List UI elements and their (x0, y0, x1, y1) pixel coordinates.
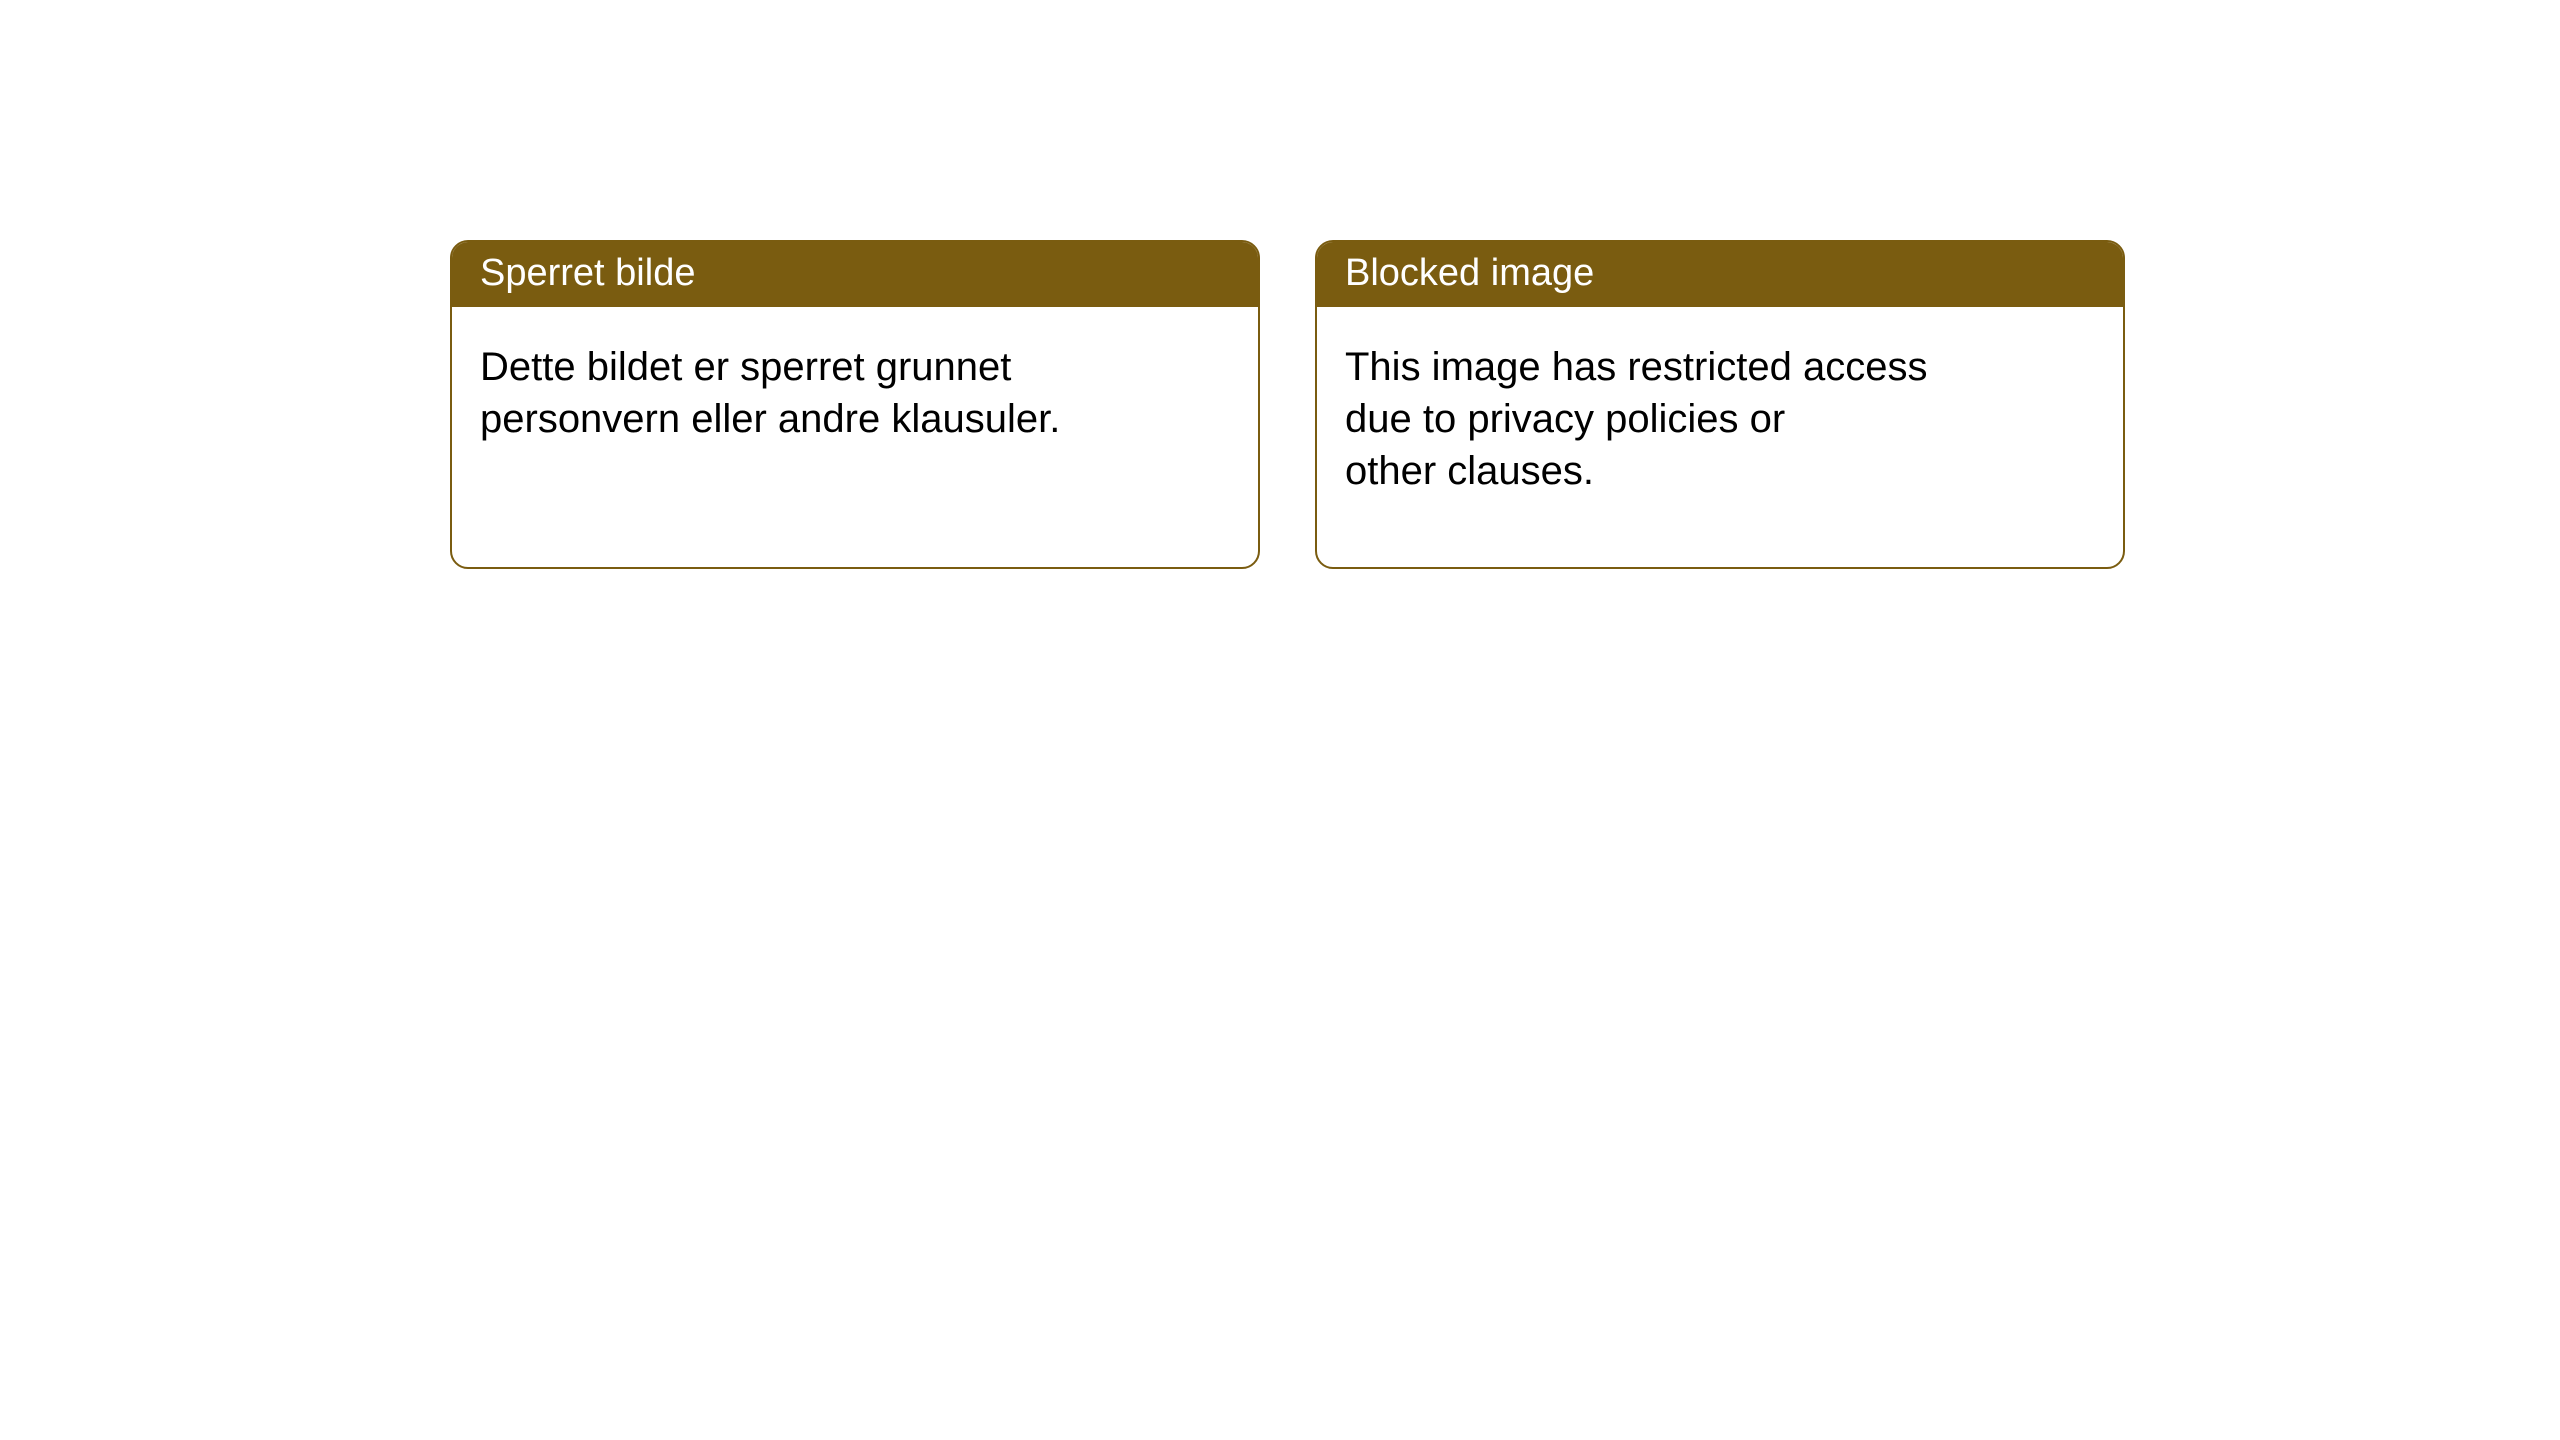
notice-header: Blocked image (1317, 242, 2123, 307)
notice-header: Sperret bilde (452, 242, 1258, 307)
notice-container: Sperret bilde Dette bildet er sperret gr… (0, 0, 2560, 569)
notice-card-english: Blocked image This image has restricted … (1315, 240, 2125, 569)
notice-body: Dette bildet er sperret grunnet personve… (452, 307, 1258, 515)
notice-body: This image has restricted access due to … (1317, 307, 2123, 567)
notice-card-norwegian: Sperret bilde Dette bildet er sperret gr… (450, 240, 1260, 569)
